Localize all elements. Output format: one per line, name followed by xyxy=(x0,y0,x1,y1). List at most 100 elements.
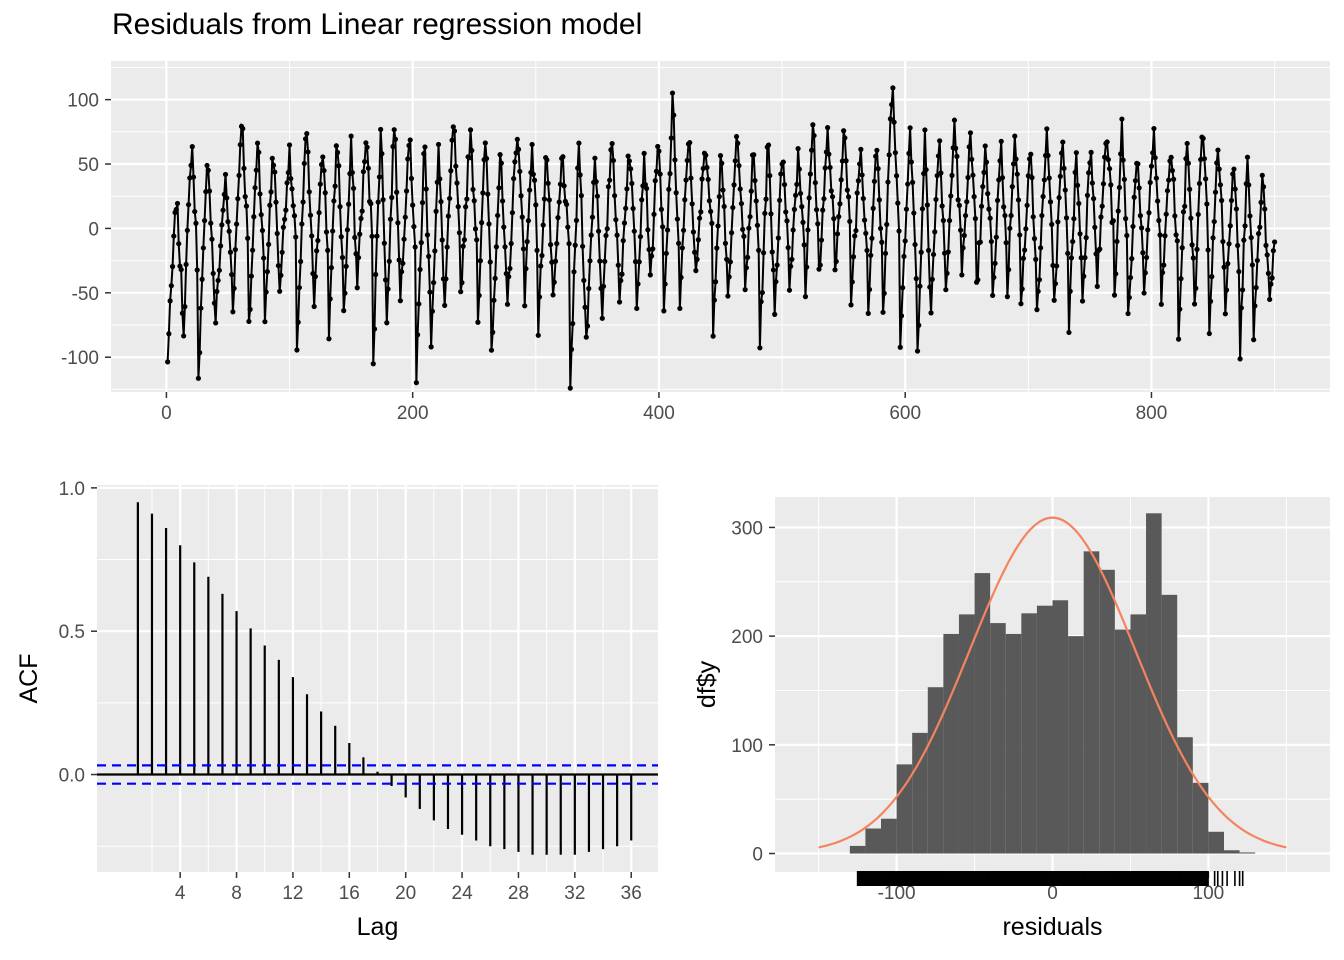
residual-point xyxy=(998,138,1004,144)
residual-point xyxy=(788,263,794,269)
residual-point xyxy=(1156,217,1162,224)
residual-point xyxy=(806,195,812,201)
residual-point xyxy=(296,284,302,291)
residual-point xyxy=(1215,147,1221,153)
residual-point xyxy=(876,197,882,203)
residual-point xyxy=(571,269,577,275)
residual-point xyxy=(1242,223,1248,229)
residual-point xyxy=(240,126,246,132)
histogram-bar xyxy=(1161,594,1178,854)
residual-point xyxy=(1114,238,1120,245)
residual-point xyxy=(294,347,300,353)
residual-point xyxy=(1214,160,1220,166)
residual-point xyxy=(1205,247,1211,253)
residual-point xyxy=(1248,234,1254,241)
residual-point xyxy=(483,155,490,162)
residual-point xyxy=(1070,238,1076,245)
residual-point xyxy=(178,266,184,273)
residual-point xyxy=(1003,240,1009,246)
residual-point xyxy=(173,206,179,213)
residual-point xyxy=(386,258,392,264)
residual-point xyxy=(838,177,844,183)
residual-point xyxy=(206,188,213,194)
residual-point xyxy=(1172,213,1178,219)
residual-point xyxy=(821,196,827,202)
residual-point xyxy=(1146,210,1152,216)
residual-point xyxy=(959,272,965,278)
residual-point xyxy=(334,149,341,156)
residual-point xyxy=(213,320,219,326)
residual-point xyxy=(708,208,714,215)
residual-point xyxy=(1257,224,1263,230)
residual-point xyxy=(799,204,805,210)
histogram-bar xyxy=(1130,614,1147,854)
residual-point xyxy=(267,202,273,208)
residual-point xyxy=(463,204,469,210)
residual-point xyxy=(328,265,335,271)
residual-point xyxy=(960,245,966,251)
residual-point xyxy=(1120,157,1126,163)
residual-point xyxy=(893,173,900,179)
residual-point xyxy=(1090,196,1097,202)
residual-point xyxy=(269,155,275,161)
residual-point xyxy=(517,168,523,175)
residual-point xyxy=(669,90,676,96)
residual-point xyxy=(757,345,763,351)
residual-point xyxy=(1098,214,1104,220)
x-tick-label: -100 xyxy=(878,883,916,904)
y-tick-label: 0 xyxy=(752,845,763,866)
residual-point xyxy=(762,210,768,216)
residual-point xyxy=(613,217,619,223)
residual-point xyxy=(650,246,656,252)
residual-point xyxy=(1108,182,1114,188)
residual-point xyxy=(731,182,737,188)
histogram-bar xyxy=(1239,852,1256,854)
residual-point xyxy=(836,214,842,220)
residual-point xyxy=(261,255,267,261)
residual-point xyxy=(485,191,491,197)
residual-point xyxy=(1063,215,1070,221)
residual-point xyxy=(845,194,852,200)
residual-point xyxy=(987,215,993,221)
residual-point xyxy=(1105,156,1111,163)
residual-point xyxy=(680,227,687,233)
residual-point xyxy=(1262,206,1268,212)
residual-point xyxy=(980,183,986,190)
residual-point xyxy=(988,238,994,245)
residual-point xyxy=(291,213,298,219)
residual-point xyxy=(353,251,359,257)
residual-time-series-panel: 0 200 400 600 800 -100 -50 0 50 100 xyxy=(61,61,1330,424)
residual-point xyxy=(1002,212,1008,219)
residual-point xyxy=(1068,255,1075,261)
residual-point xyxy=(774,262,780,268)
histogram-bar xyxy=(1005,633,1022,854)
residual-point xyxy=(924,202,930,208)
residual-point xyxy=(451,128,458,134)
residual-point xyxy=(630,205,636,212)
histogram-bar xyxy=(912,732,928,854)
residual-point xyxy=(982,143,988,149)
residual-point xyxy=(1233,206,1240,212)
y-tick-label: 0.0 xyxy=(59,766,85,787)
residual-point xyxy=(1001,204,1007,210)
residual-point xyxy=(720,187,726,193)
residual-point xyxy=(364,144,370,150)
residual-point xyxy=(224,195,230,201)
residual-point xyxy=(842,135,848,141)
x-tick-label: 36 xyxy=(621,883,642,904)
residual-point xyxy=(544,157,550,163)
residual-point xyxy=(921,170,927,177)
residual-point xyxy=(859,172,865,178)
residual-point xyxy=(315,237,321,244)
residual-point xyxy=(285,169,291,176)
residual-point xyxy=(456,230,463,236)
residual-point xyxy=(415,332,421,338)
residual-point xyxy=(402,214,408,220)
y-tick-label: 300 xyxy=(731,518,763,539)
residual-point xyxy=(1118,151,1124,157)
residual-point xyxy=(599,315,605,321)
residual-point xyxy=(349,169,355,176)
residual-point xyxy=(940,217,946,224)
residual-point xyxy=(540,222,546,228)
residual-point xyxy=(668,135,674,141)
